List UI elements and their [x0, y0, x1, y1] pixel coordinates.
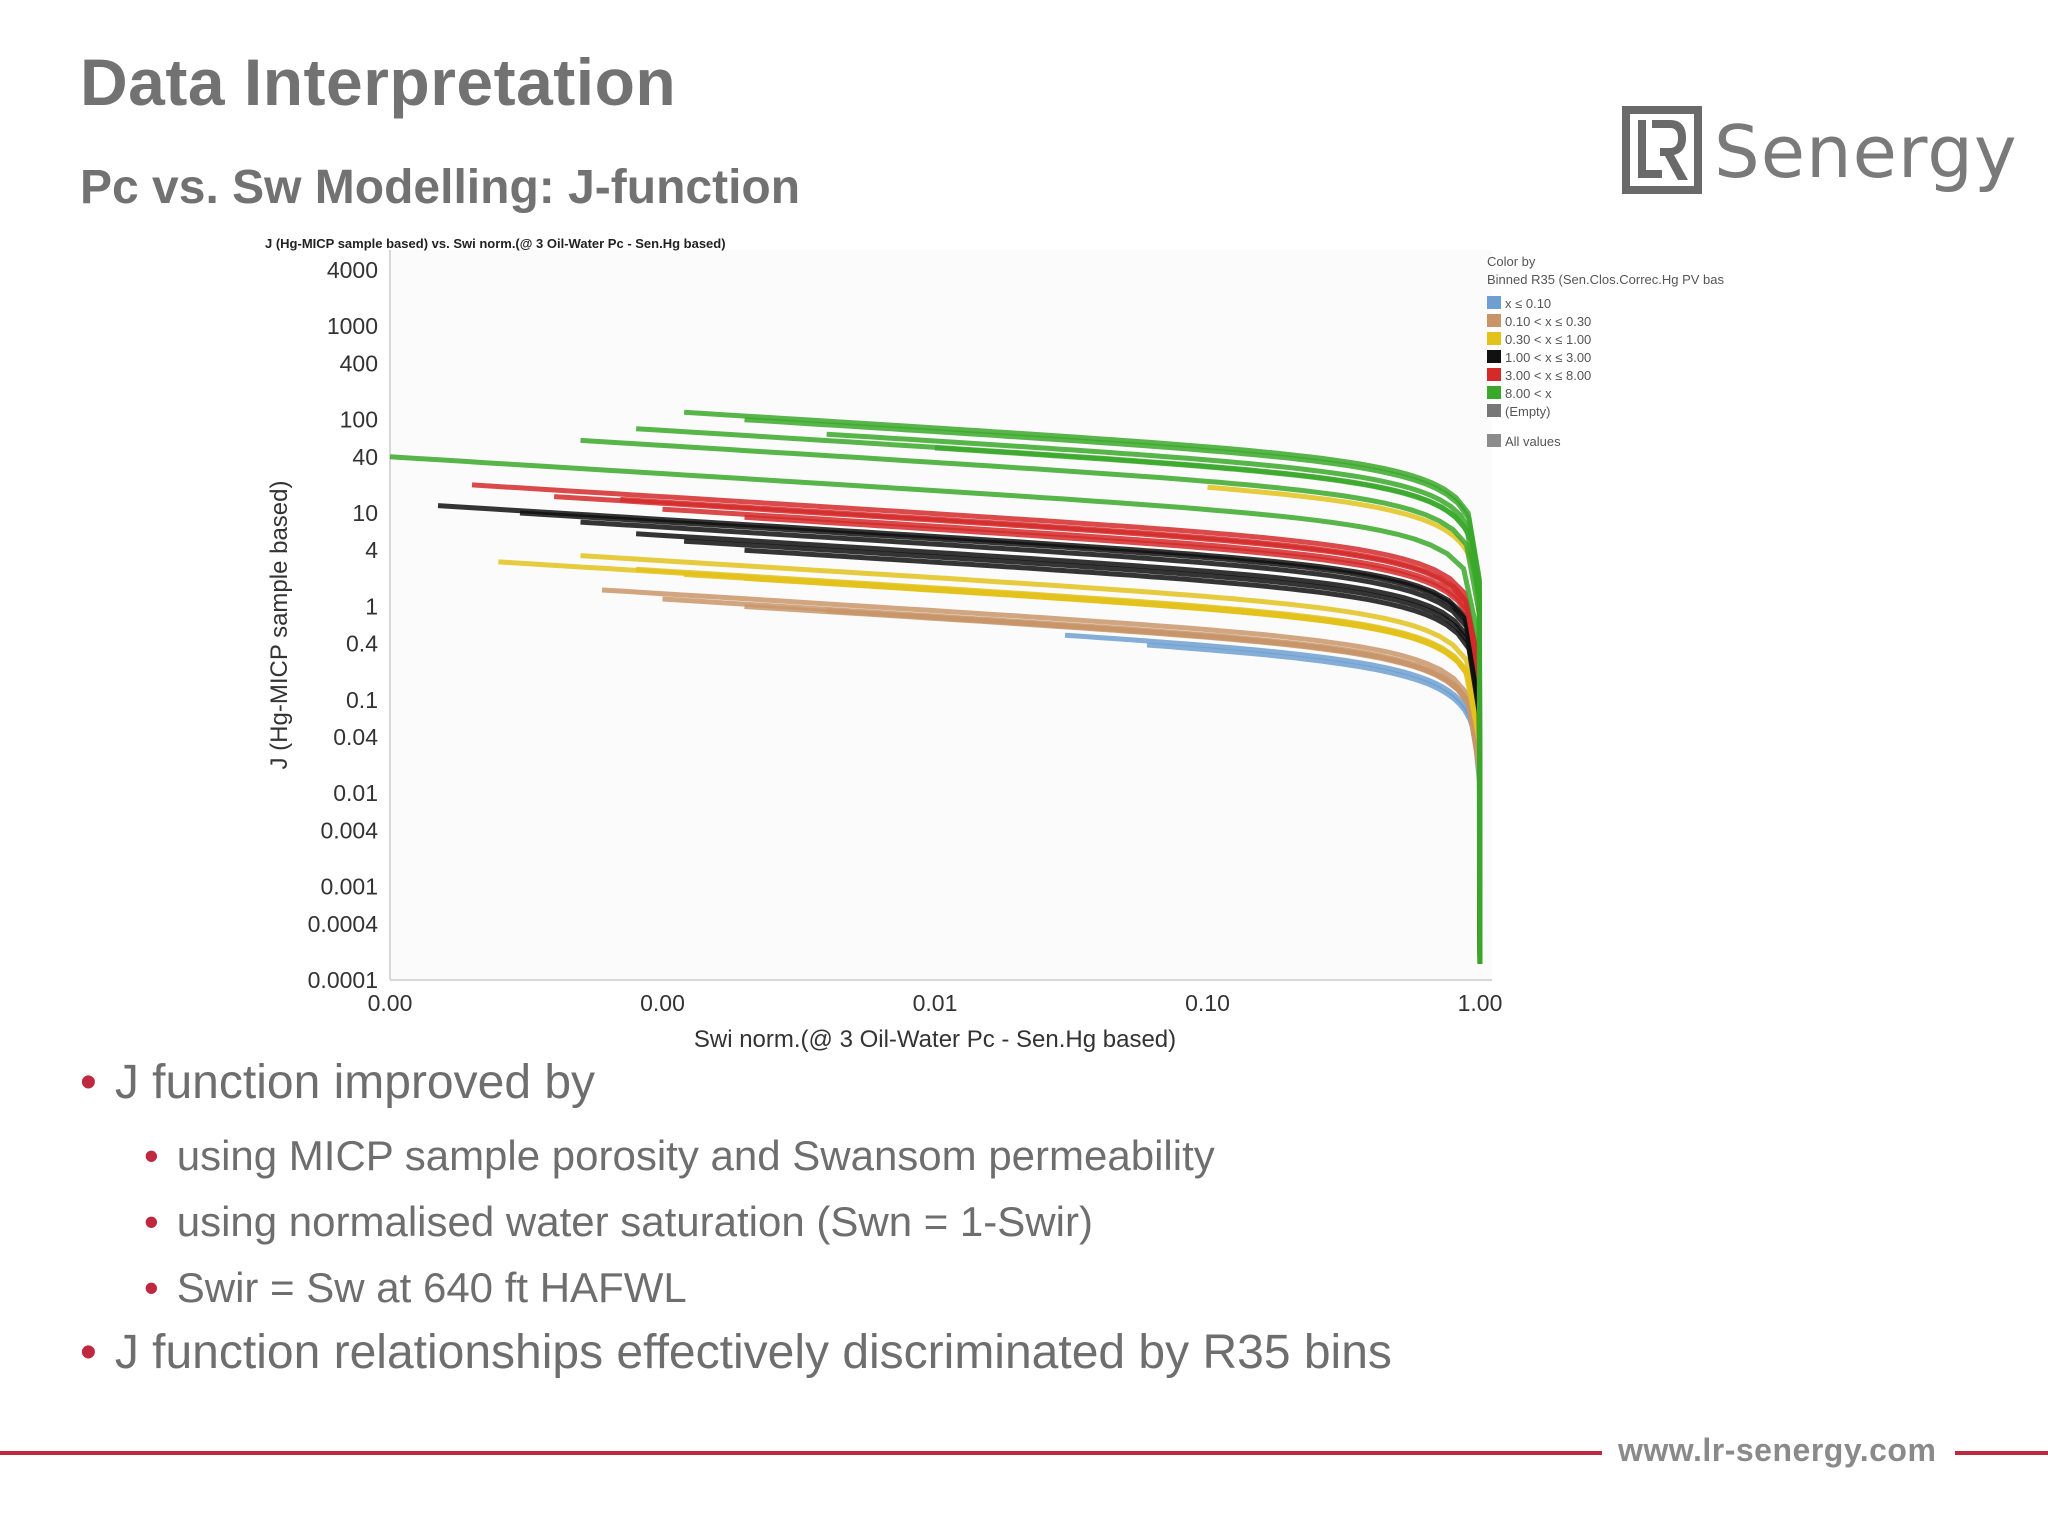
x-tick-label: 0.10	[1185, 990, 1230, 1016]
legend-swatch	[1487, 314, 1501, 327]
series-curve	[389, 454, 1483, 964]
y-tick-label: 100	[340, 407, 378, 433]
y-tick-label: 4	[365, 537, 378, 563]
bullet-text: Swir = Sw at 640 ft HAFWL	[176, 1264, 687, 1311]
series-curve	[471, 482, 1483, 964]
y-tick-label: 1	[365, 593, 378, 619]
series-curve	[826, 580, 1483, 964]
series-curve	[580, 553, 1483, 964]
footer-line	[1955, 1451, 2048, 1455]
legend-swatch	[1487, 296, 1501, 309]
y-tick-label: 0.001	[320, 874, 378, 900]
legend-swatch	[1487, 350, 1501, 363]
footer-line	[0, 1451, 1602, 1455]
x-tick-label: 0.01	[913, 990, 958, 1016]
bullet-text: J function improved by	[114, 1056, 596, 1109]
series-curve	[744, 514, 1483, 964]
series-curve	[519, 510, 1483, 964]
series-curve	[635, 531, 1483, 964]
series-curve	[826, 431, 1483, 964]
legend-label: 8.00 < x	[1505, 386, 1552, 401]
x-axis-label: Swi norm.(@ 3 Oil-Water Pc - Sen.Hg base…	[694, 1026, 1176, 1053]
legend-swatch	[1487, 404, 1501, 417]
y-tick-label: 10	[352, 500, 378, 526]
y-tick-label: 0.1	[346, 687, 378, 713]
sub-bullet-item: • Swir = Sw at 640 ft HAFWL	[144, 1264, 687, 1312]
legend-subtitle: Binned R35 (Sen.Clos.Correc.Hg PV bas	[1487, 272, 1725, 287]
legend-swatch-all	[1487, 434, 1501, 447]
legend-label-all: All values	[1505, 434, 1561, 449]
y-tick-label: 4000	[327, 257, 378, 283]
bullet-text: J function relationships effectively dis…	[114, 1326, 1392, 1379]
bullet-dot: •	[144, 1198, 159, 1245]
x-tick-label: 1.00	[1458, 990, 1503, 1016]
legend-label: 0.30 < x ≤ 1.00	[1505, 332, 1591, 347]
y-tick-label: 0.04	[333, 724, 378, 750]
sub-bullet-item: • using normalised water saturation (Swn …	[144, 1198, 1093, 1246]
legend-label: (Empty)	[1505, 404, 1551, 419]
logo-text: Senergy	[1714, 110, 2018, 194]
legend-swatch	[1487, 332, 1501, 345]
bullet-dot: •	[80, 1326, 97, 1379]
lr-senergy-logo: Senergy	[1622, 104, 2017, 196]
series-curve	[934, 445, 1483, 964]
series-curve	[580, 519, 1483, 964]
bullet-text: using normalised water saturation (Swn =…	[176, 1198, 1093, 1245]
y-tick-label: 40	[352, 444, 378, 470]
legend-label: x ≤ 0.10	[1505, 296, 1551, 311]
sub-bullet-item: • using MICP sample porosity and Swansom …	[144, 1132, 1215, 1180]
bullet-dot: •	[144, 1132, 159, 1179]
legend-label: 3.00 < x ≤ 8.00	[1505, 368, 1591, 383]
slide-title: Data Interpretation	[80, 45, 677, 119]
y-tick-label: 0.0004	[308, 911, 379, 937]
y-tick-label: 0.0001	[308, 967, 378, 993]
y-axis-label: J (Hg-MICP sample based)	[266, 481, 293, 770]
series-curve	[1207, 484, 1483, 964]
series-curve	[601, 587, 1483, 964]
series-curve	[620, 496, 1483, 964]
series-curve	[744, 547, 1483, 964]
bullet-dot: •	[80, 1056, 97, 1109]
legend-swatch	[1487, 386, 1501, 399]
slide-subtitle: Pc vs. Sw Modelling: J-function	[80, 161, 801, 214]
legend-label: 1.00 < x ≤ 3.00	[1505, 350, 1591, 365]
legend-swatch	[1487, 368, 1501, 381]
series-curve	[683, 409, 1483, 964]
x-tick-label: 0.00	[640, 990, 685, 1016]
legend-label: 0.10 < x ≤ 0.30	[1505, 314, 1591, 329]
series-curve	[662, 506, 1483, 964]
chart-title: J (Hg-MICP sample based) vs. Swi norm.(@…	[265, 236, 726, 251]
y-tick-label: 0.01	[333, 780, 378, 806]
bullet-item: • J function relationships effectively di…	[80, 1325, 1392, 1380]
series-curve	[908, 613, 1483, 964]
y-tick-label: 0.4	[346, 631, 378, 657]
series-curve	[580, 437, 1483, 964]
bullet-dot: •	[144, 1264, 159, 1311]
series-curve	[683, 538, 1483, 964]
lr-logo-icon	[1622, 106, 1702, 194]
bullet-text: using MICP sample porosity and Swansom p…	[176, 1132, 1215, 1179]
y-tick-label: 400	[340, 350, 378, 376]
x-tick-label: 0.00	[368, 990, 413, 1016]
y-tick-label: 0.004	[320, 817, 378, 843]
footer-url[interactable]: www.lr-senergy.com	[1618, 1432, 1937, 1468]
y-tick-label: 1000	[327, 313, 378, 339]
series-curve	[1064, 632, 1483, 964]
legend-title: Color by	[1487, 254, 1536, 269]
bullet-item: • J function improved by	[80, 1055, 595, 1110]
series-curve	[1146, 642, 1483, 964]
series-curve	[744, 417, 1483, 964]
